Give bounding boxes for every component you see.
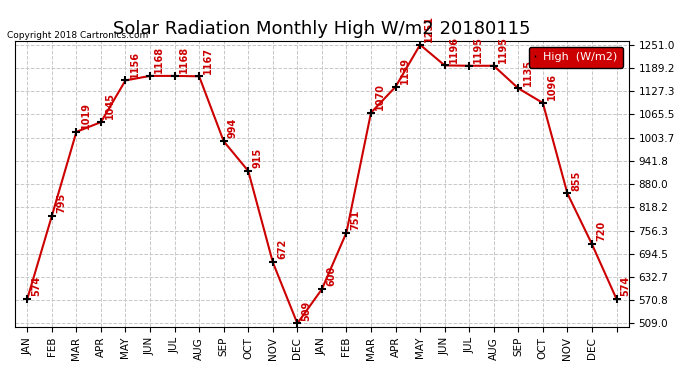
Text: 1096: 1096: [547, 73, 557, 100]
Text: 915: 915: [253, 148, 262, 168]
Text: 1139: 1139: [400, 57, 410, 84]
Text: 1195: 1195: [498, 36, 508, 63]
Text: 720: 720: [596, 221, 606, 242]
Legend: High  (W/m2): High (W/m2): [529, 46, 623, 68]
Text: 1156: 1156: [130, 51, 139, 78]
Text: 574: 574: [621, 276, 631, 296]
Text: 855: 855: [571, 170, 582, 190]
Text: 1196: 1196: [448, 36, 459, 63]
Text: 1019: 1019: [81, 102, 90, 129]
Text: 1167: 1167: [204, 46, 213, 74]
Text: 795: 795: [56, 193, 66, 213]
Text: 1251: 1251: [424, 15, 434, 42]
Text: 1070: 1070: [375, 83, 385, 110]
Title: Solar Radiation Monthly High W/m2 20180115: Solar Radiation Monthly High W/m2 201801…: [113, 20, 531, 38]
Text: 751: 751: [351, 210, 361, 230]
Text: 574: 574: [32, 276, 41, 296]
Text: 672: 672: [277, 239, 287, 260]
Text: 1135: 1135: [522, 58, 533, 86]
Text: 1168: 1168: [154, 46, 164, 73]
Text: 600: 600: [326, 266, 336, 286]
Text: 1168: 1168: [179, 46, 189, 73]
Text: 1195: 1195: [473, 36, 484, 63]
Text: 1045: 1045: [105, 92, 115, 119]
Text: 509: 509: [302, 300, 311, 321]
Text: Copyright 2018 Cartronics.com: Copyright 2018 Cartronics.com: [7, 30, 148, 39]
Text: 994: 994: [228, 118, 238, 138]
